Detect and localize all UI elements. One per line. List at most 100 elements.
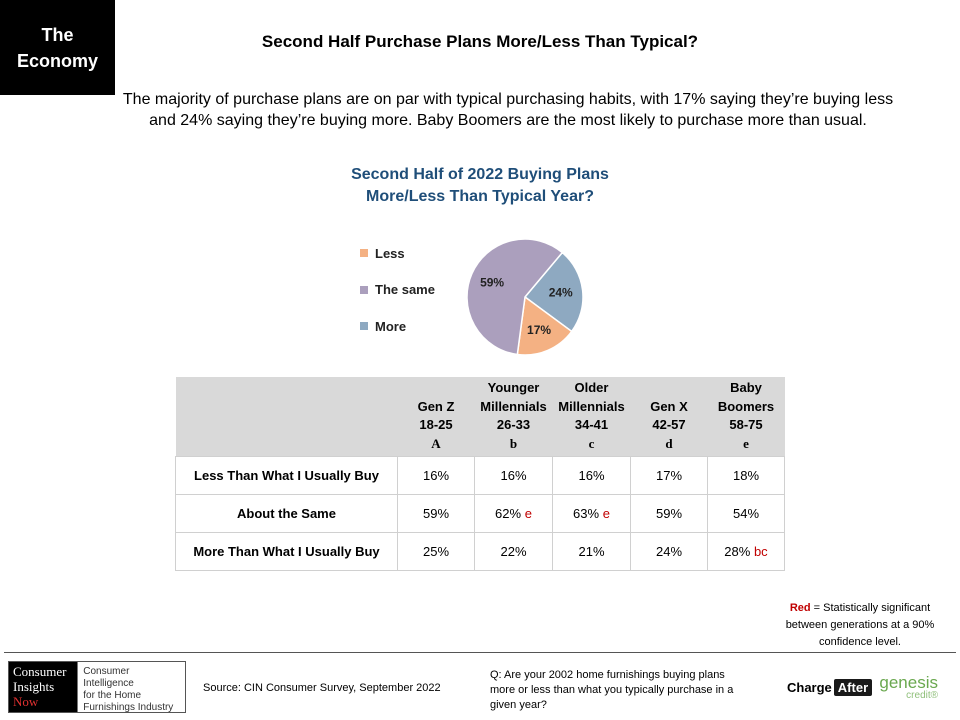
column-header-line: 42-57 <box>652 417 686 432</box>
section-tag-line-2: Economy <box>16 50 99 71</box>
legend-label-same: The same <box>375 282 435 297</box>
table-cell: 18% <box>707 456 785 495</box>
table-cell: 28% bc <box>707 532 785 571</box>
summary-text: The majority of purchase plans are on pa… <box>122 91 894 129</box>
table-row: More Than What I Usually Buy 25% 22% 21%… <box>175 532 785 571</box>
chart-title-line-1: Second Half of 2022 Buying Plans <box>351 166 609 183</box>
table-cell: 59% <box>397 494 475 533</box>
table-cell: 24% <box>630 532 708 571</box>
column-header-baby-boomers: Baby Boomers 58-75 e <box>707 377 785 457</box>
column-header-older-millennials: Older Millennials 34-41 c <box>552 377 631 457</box>
column-header-line: Baby <box>730 380 762 395</box>
column-header-line: 58-75 <box>729 417 763 432</box>
logo-tagline-line: Furnishings Industry <box>83 702 174 713</box>
column-header-letter: b <box>509 435 518 451</box>
cell-value: 62% <box>495 506 522 521</box>
source-text: Source: CIN Consumer Survey, September 2… <box>203 682 441 694</box>
column-header-younger-millennials: Younger Millennials 26-33 b <box>474 377 553 457</box>
column-header-letter: d <box>665 435 673 451</box>
cell-value: 16% <box>500 468 527 483</box>
row-label: More Than What I Usually Buy <box>175 532 398 571</box>
table-cell: 16% <box>397 456 475 495</box>
cell-value: 17% <box>655 468 683 483</box>
table-cell: 25% <box>397 532 475 571</box>
cell-value: 59% <box>422 506 450 521</box>
column-header-line: Older <box>574 380 609 395</box>
column-header-letter: c <box>588 435 595 451</box>
question-text: Q: Are your 2002 home furnishings buying… <box>490 669 734 711</box>
table-row: Less Than What I Usually Buy 16% 16% 16%… <box>175 456 785 495</box>
logo-tagline-line: for the Home <box>83 690 142 701</box>
footer-divider <box>4 652 956 653</box>
column-header-line: 18-25 <box>419 417 453 432</box>
legend-item-more: More <box>360 317 435 335</box>
note-text: = Statistically significant between gene… <box>785 602 935 648</box>
table-cell: 22% <box>474 532 553 571</box>
table-cell: 63% e <box>552 494 631 533</box>
chargeafter-logo: Charge After <box>787 679 873 696</box>
cell-value: 16% <box>578 468 605 483</box>
significance-note: Red = Statistically significant between … <box>770 600 950 651</box>
chart-legend: Less The same More <box>360 244 435 354</box>
cell-value: 54% <box>732 506 760 521</box>
column-header-gen-x: Gen X 42-57 d <box>630 377 708 457</box>
logo-wordmark: Consumer Insights Now <box>9 662 78 712</box>
pie-chart: 24% 17% 59% <box>466 238 584 356</box>
genesis-credit: credit® <box>906 690 938 701</box>
column-header-line: Gen Z <box>417 398 455 414</box>
chargeafter-word: Charge <box>787 680 832 695</box>
cin-logo: Consumer Insights Now Consumer Intellige… <box>8 661 186 713</box>
legend-swatch-same <box>360 285 368 294</box>
column-header-letter: A <box>431 435 441 451</box>
table-cell: 21% <box>552 532 631 571</box>
column-header-line: Boomers <box>717 398 775 414</box>
logo-tagline-line: Consumer Intelligence <box>83 666 134 689</box>
column-header-line: Millennials <box>558 398 625 414</box>
pie-label-less: 17% <box>527 323 551 337</box>
legend-item-same: The same <box>360 281 435 299</box>
significance-marker: bc <box>753 544 768 559</box>
cell-value: 24% <box>655 544 683 559</box>
section-tag-line-1: The <box>41 24 74 45</box>
table-cell: 62% e <box>474 494 553 533</box>
column-header-gen-z: Gen Z 18-25 A <box>397 377 475 457</box>
cell-value: 25% <box>422 544 450 559</box>
table-header-row: Gen Z 18-25 A Younger Millennials 26-33 … <box>175 377 785 457</box>
logo-tagline: Consumer Intelligence for the Home Furni… <box>77 662 185 713</box>
logo-word: Insights <box>13 679 55 694</box>
column-header-line: Millennials <box>480 398 547 414</box>
table-cell: 17% <box>630 456 708 495</box>
legend-label-more: More <box>375 318 407 334</box>
row-label: Less Than What I Usually Buy <box>175 456 398 495</box>
legend-swatch-more <box>360 322 368 330</box>
legend-swatch-less <box>360 249 368 257</box>
legend-item-less: Less <box>360 244 435 262</box>
pie-slice-less <box>516 295 573 356</box>
section-tag: The Economy <box>0 0 115 95</box>
table-row: About the Same 59% 62% e 63% e 59% 54% <box>175 494 785 533</box>
significance-marker: e <box>602 506 610 521</box>
cell-value: 21% <box>578 544 605 559</box>
table-cell: 59% <box>630 494 708 533</box>
pie-slice-more <box>523 251 584 333</box>
pie-slice-same <box>466 238 564 356</box>
table-cell: 54% <box>707 494 785 533</box>
cell-value: 22% <box>500 544 527 559</box>
cell-value: 28% <box>724 544 751 559</box>
pie-label-more: 24% <box>549 286 573 300</box>
row-label: About the Same <box>175 494 398 533</box>
table-cell: 16% <box>474 456 553 495</box>
column-header-line: 26-33 <box>496 417 531 432</box>
column-header-line: Gen X <box>650 398 688 414</box>
chart-title: Second Half of 2022 Buying Plans More/Le… <box>280 164 680 208</box>
logo-word: Now <box>13 694 39 709</box>
column-header-line: Younger <box>487 380 540 395</box>
cell-value: 18% <box>732 468 760 483</box>
cell-value: 59% <box>655 506 683 521</box>
page-title: Second Half Purchase Plans More/Less Tha… <box>261 32 699 51</box>
chargeafter-word-after: After <box>833 679 873 696</box>
table-header-corner <box>175 377 398 457</box>
genesis-word: genesis <box>879 673 938 692</box>
significance-marker: e <box>524 506 532 521</box>
cell-value: 63% <box>573 506 600 521</box>
